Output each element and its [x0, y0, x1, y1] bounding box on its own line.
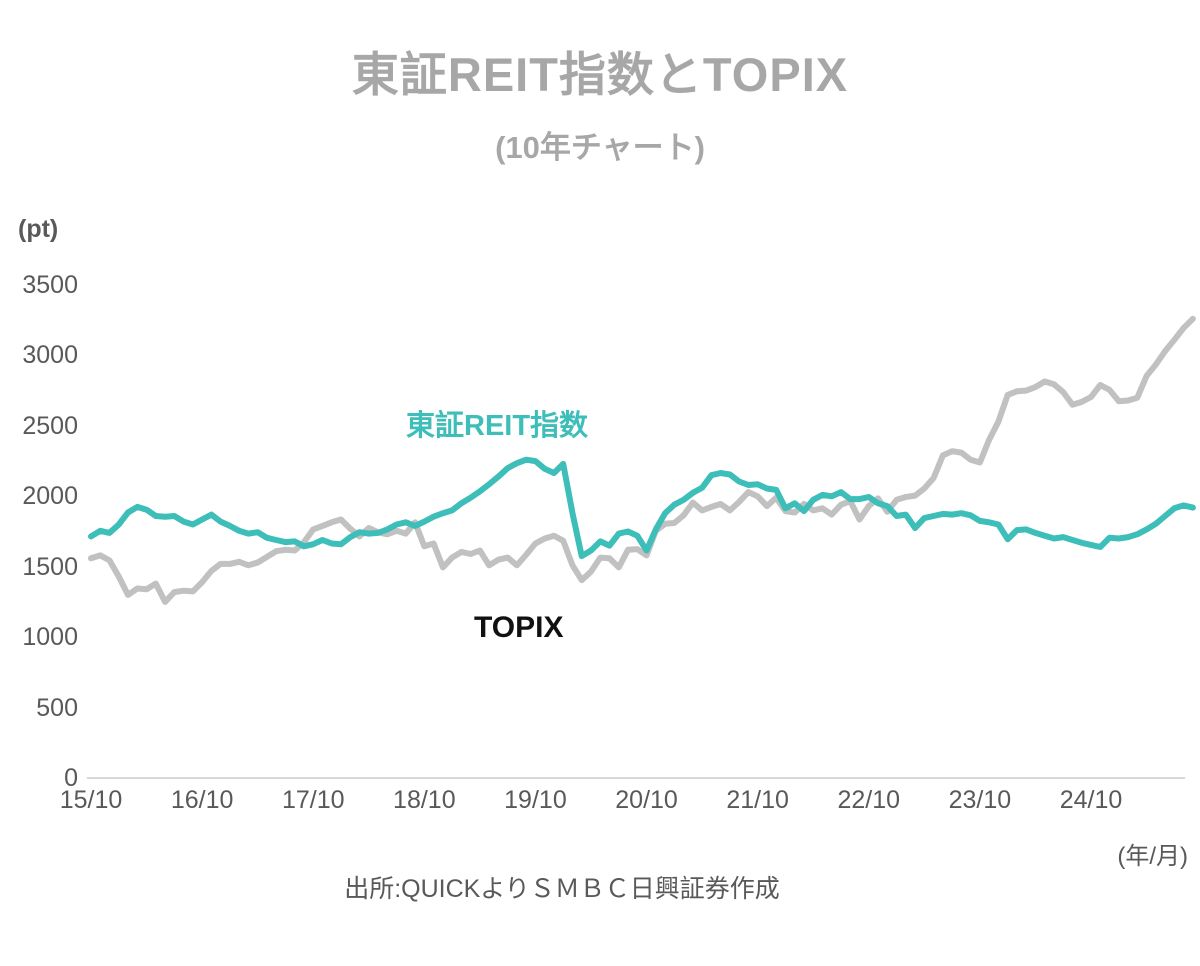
y-tick-label-1000: 1000 [22, 623, 78, 652]
x-tick-label-24-10: 24/10 [1059, 786, 1123, 814]
x-axis-unit-label: (年/月) [1117, 843, 1188, 870]
x-tick-label-22-10: 22/10 [837, 786, 901, 814]
x-tick-label-23-10: 23/10 [948, 786, 1012, 814]
chart-title: 東証REIT指数とTOPIX [351, 48, 849, 101]
series-label-topix: TOPIX [474, 611, 564, 644]
chart-subtitle: (10年チャート) [495, 130, 705, 165]
x-tick-label-21-10: 21/10 [726, 786, 789, 814]
x-tick-label-16-10: 16/10 [170, 786, 234, 814]
source-note: 出所:QUICKよりＳＭＢＣ日興証券作成 [344, 875, 780, 903]
x-tick-label-15-10: 15/10 [59, 786, 123, 814]
y-tick-label-1500: 1500 [22, 552, 78, 581]
x-tick-label-20-10: 20/10 [615, 786, 678, 814]
series-line-topix [88, 315, 1196, 605]
y-tick-label-2000: 2000 [22, 482, 78, 511]
y-tick-label-3500: 3500 [22, 271, 78, 299]
x-tick-label-19-10: 19/10 [504, 786, 567, 814]
y-tick-label-0: 0 [64, 764, 78, 792]
series-label-reit-index: 東証REIT指数 [406, 410, 589, 442]
y-tick-label-2500: 2500 [22, 411, 78, 440]
y-axis-unit-label: (pt) [18, 215, 59, 243]
y-tick-label-500: 500 [36, 693, 78, 722]
y-tick-label-3000: 3000 [22, 341, 78, 370]
x-tick-label-17-10: 17/10 [281, 786, 345, 814]
x-tick-label-18-10: 18/10 [393, 786, 456, 814]
series-line-reit [88, 456, 1196, 560]
